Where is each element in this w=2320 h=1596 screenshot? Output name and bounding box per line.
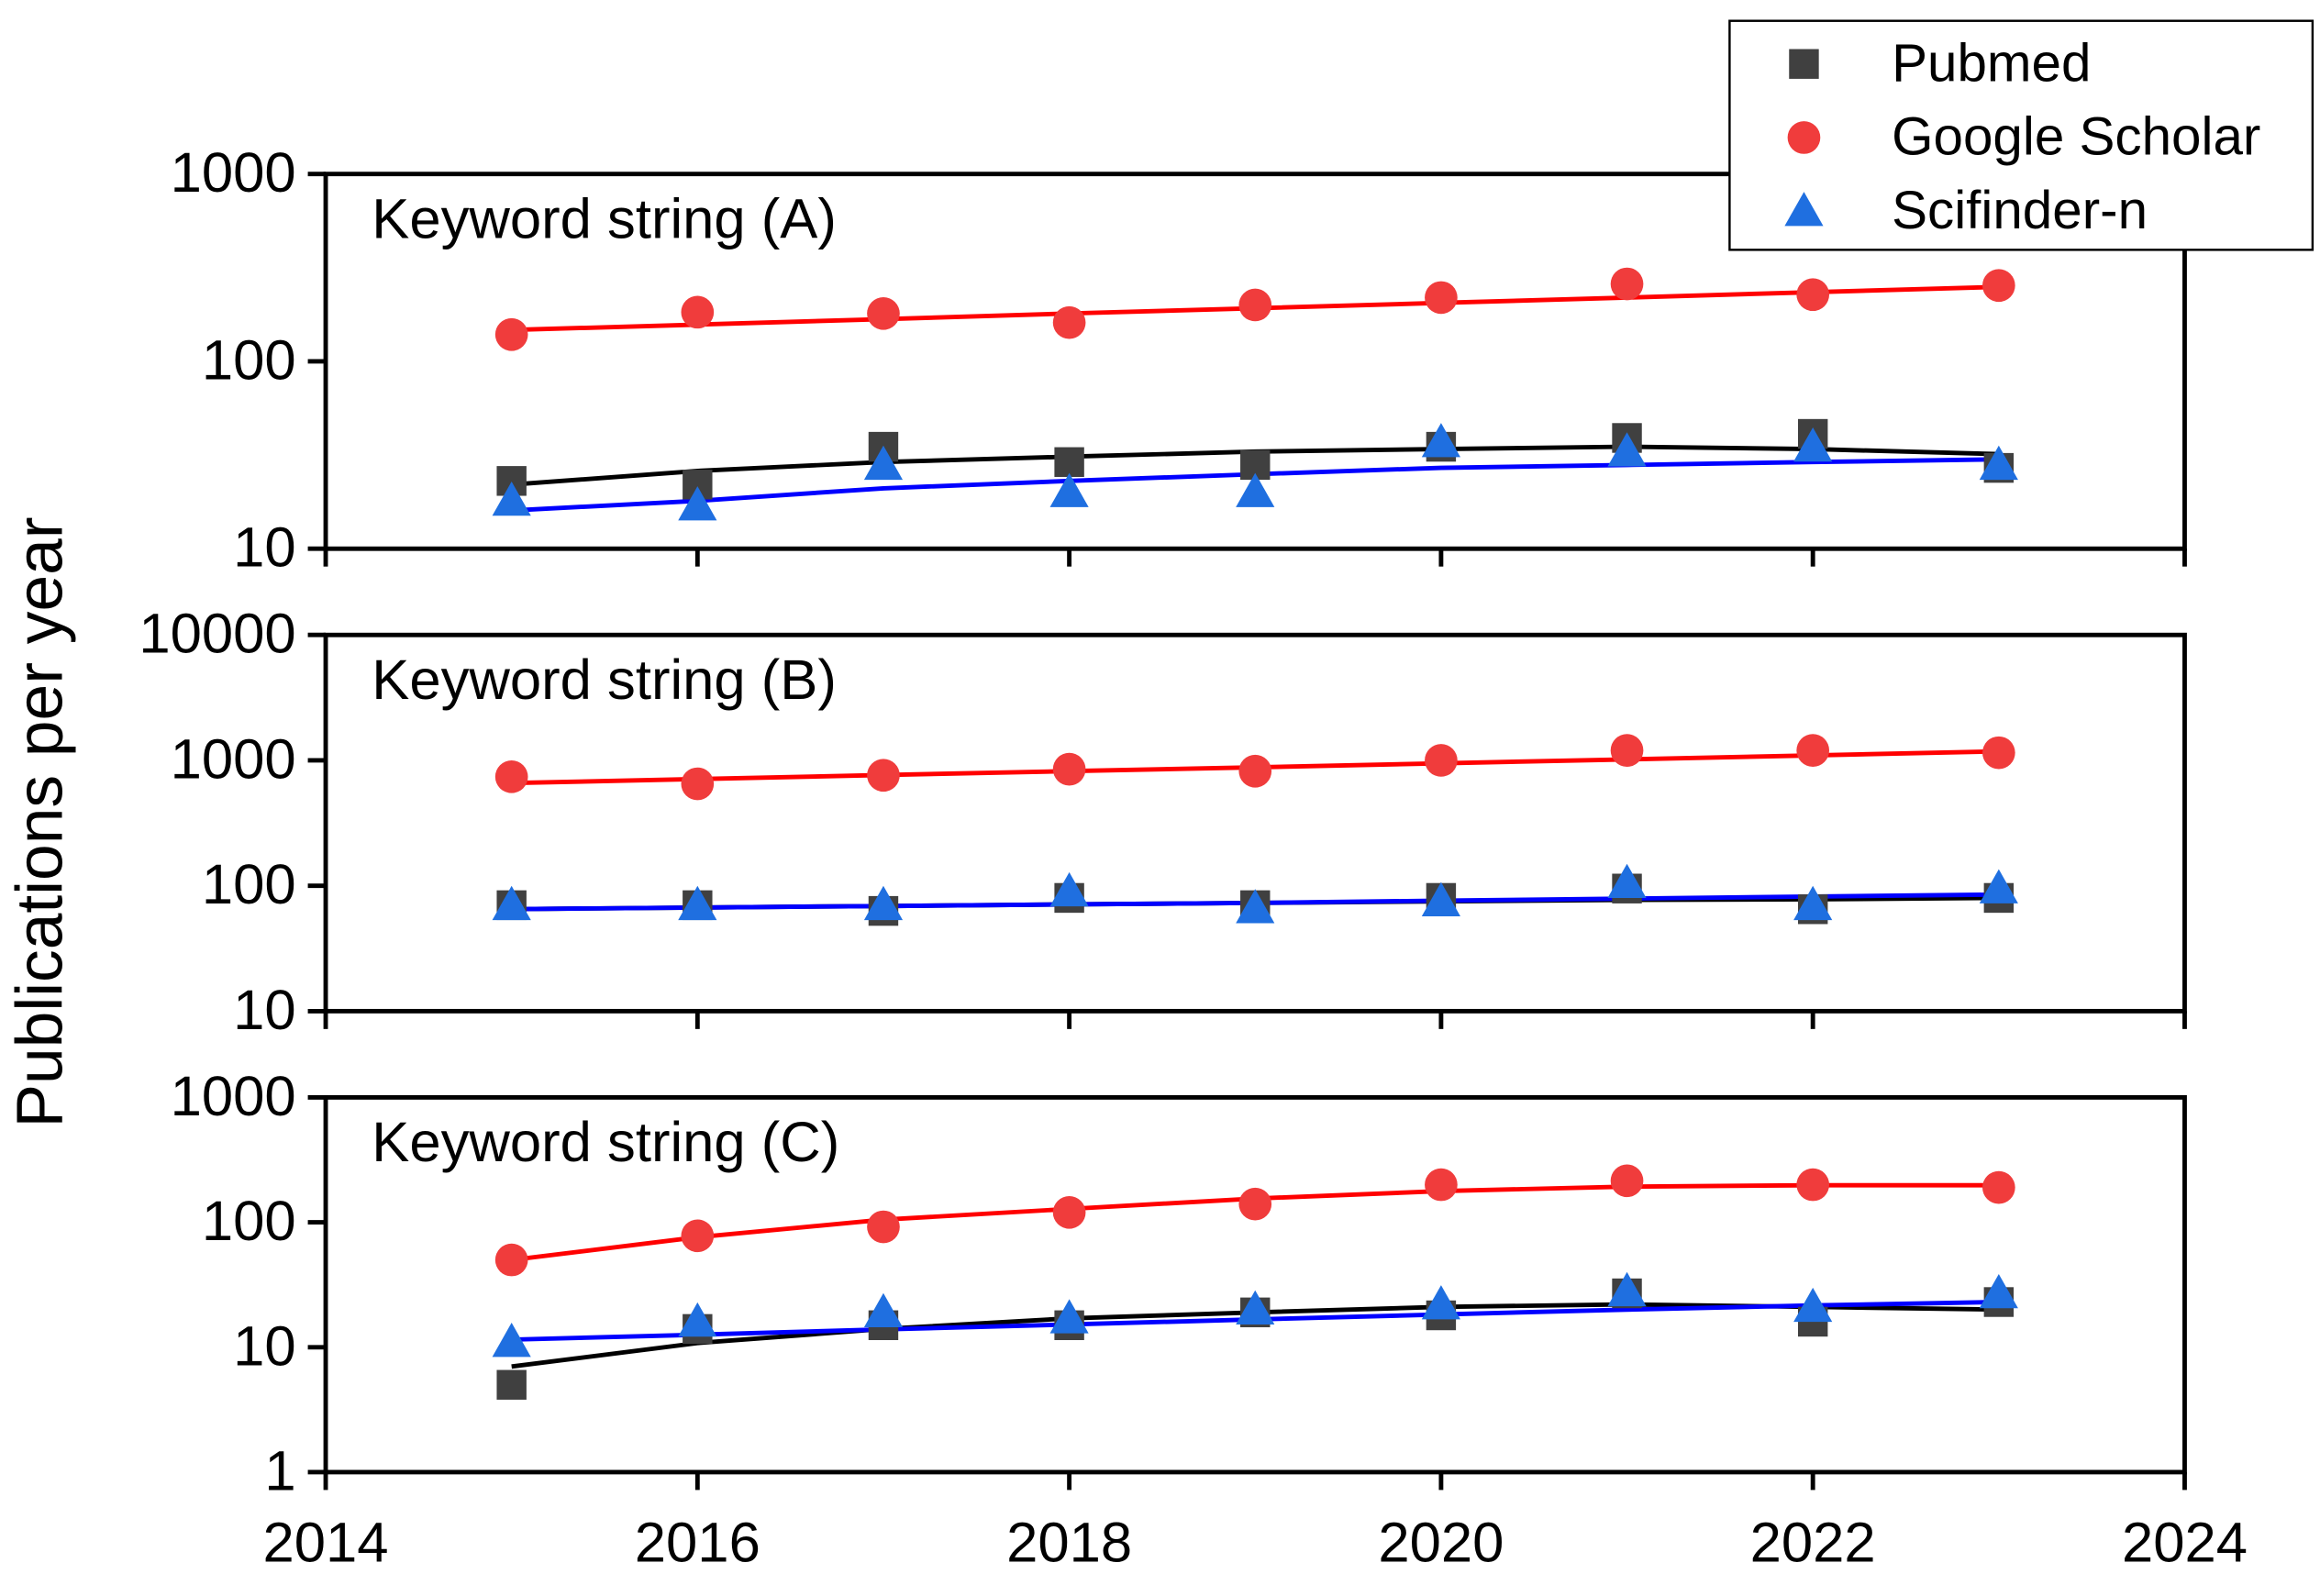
- marker-triangle: [863, 1292, 904, 1328]
- x-tick-label: 2022: [1750, 1511, 1876, 1574]
- marker-circle: [1238, 1187, 1272, 1221]
- x-tick-label: 2018: [1006, 1511, 1132, 1574]
- marker-circle: [1238, 288, 1272, 322]
- marker-triangle: [1421, 423, 1460, 458]
- y-tick-label: 1: [264, 1439, 295, 1502]
- marker-triangle: [678, 885, 717, 921]
- marker-triangle: [1607, 432, 1647, 467]
- marker-triangle: [1979, 869, 2018, 903]
- x-tick-label: 2016: [635, 1511, 760, 1574]
- marker-triangle: [1049, 871, 1089, 907]
- y-tick-label: 100: [202, 1190, 296, 1253]
- marker-triangle: [492, 885, 531, 921]
- marker-circle: [1425, 1168, 1458, 1202]
- legend-marker: [1789, 49, 1819, 79]
- legend-marker: [1784, 192, 1824, 227]
- y-tick-label: 100: [202, 328, 296, 392]
- y-tick-label: 10000: [139, 603, 295, 666]
- marker-triangle: [1236, 472, 1275, 507]
- legend-label: Pubmed: [1892, 33, 2091, 93]
- y-tick-label: 10: [233, 516, 296, 580]
- marker-circle: [681, 1219, 715, 1253]
- marker-circle: [681, 295, 715, 329]
- marker-circle: [1796, 734, 1830, 767]
- marker-triangle: [492, 1323, 531, 1358]
- marker-triangle: [678, 1302, 717, 1337]
- marker-triangle: [1049, 472, 1089, 507]
- y-axis-label: Publications per year: [3, 516, 76, 1127]
- marker-triangle: [1607, 863, 1647, 898]
- marker-circle: [1238, 754, 1272, 788]
- marker-triangle: [1793, 885, 1833, 921]
- marker-triangle: [1421, 881, 1460, 916]
- panel-annotation: Keyword string (B): [372, 648, 837, 712]
- y-tick-label: 10: [233, 1314, 296, 1378]
- y-tick-label: 1000: [171, 727, 296, 791]
- marker-circle: [1610, 734, 1644, 767]
- legend-box: [1728, 19, 2314, 251]
- y-tick-label: 1000: [171, 141, 296, 205]
- marker-circle: [1610, 267, 1644, 301]
- marker-circle: [494, 760, 528, 793]
- marker-circle: [867, 1210, 900, 1244]
- marker-circle: [1796, 278, 1830, 312]
- marker-circle: [1981, 269, 2015, 303]
- panel-annotation: Keyword string (C): [372, 1111, 839, 1174]
- panel-annotation: Keyword string (A): [372, 187, 837, 250]
- marker-circle: [867, 759, 900, 792]
- marker-triangle: [1421, 1285, 1460, 1320]
- marker-circle: [1796, 1168, 1830, 1202]
- marker-circle: [1052, 305, 1086, 339]
- y-tick-label: 10: [233, 979, 296, 1042]
- marker-square: [496, 1369, 527, 1400]
- marker-triangle: [863, 885, 904, 921]
- marker-circle: [1981, 736, 2015, 770]
- marker-triangle: [678, 486, 717, 521]
- legend-marker: [1787, 121, 1821, 154]
- legend-label: Google Scholar: [1892, 107, 2260, 167]
- y-tick-label: 1000: [171, 1065, 296, 1128]
- plot-frame: [323, 1094, 2187, 1475]
- marker-circle: [1610, 1164, 1644, 1198]
- marker-triangle: [1793, 427, 1833, 462]
- marker-triangle: [1607, 1271, 1647, 1307]
- marker-circle: [1425, 281, 1458, 315]
- marker-circle: [1052, 1195, 1086, 1229]
- y-tick-label: 100: [202, 853, 296, 916]
- marker-circle: [681, 767, 715, 801]
- plot-frame: [323, 632, 2187, 1014]
- x-tick-label: 2020: [1378, 1511, 1504, 1574]
- marker-triangle: [1049, 1299, 1089, 1334]
- marker-circle: [867, 296, 900, 330]
- marker-circle: [494, 1243, 528, 1277]
- marker-triangle: [1236, 889, 1275, 924]
- marker-triangle: [1793, 1287, 1833, 1323]
- marker-circle: [494, 317, 528, 351]
- marker-circle: [1981, 1170, 2015, 1204]
- marker-triangle: [1979, 1273, 2018, 1309]
- legend-label: Scifinder-n: [1892, 181, 2148, 240]
- marker-triangle: [492, 481, 531, 516]
- marker-triangle: [1979, 445, 2018, 481]
- marker-circle: [1425, 744, 1458, 777]
- marker-square: [1054, 447, 1084, 477]
- x-tick-label: 2024: [2122, 1511, 2248, 1574]
- x-tick-label: 2014: [263, 1511, 389, 1574]
- marker-triangle: [863, 445, 904, 481]
- marker-triangle: [1236, 1290, 1275, 1324]
- marker-circle: [1052, 752, 1086, 786]
